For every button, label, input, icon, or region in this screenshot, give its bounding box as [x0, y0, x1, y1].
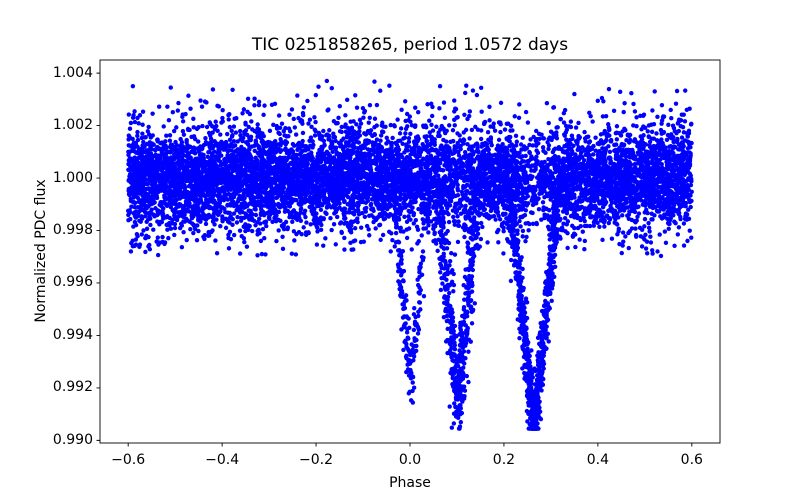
y-tick-label: 1.000 — [52, 169, 93, 186]
x-axis-label: Phase — [389, 475, 431, 491]
x-tick-label: 0.0 — [398, 452, 422, 468]
y-tick-label: 1.002 — [52, 117, 93, 134]
y-tick-label: 0.990 — [52, 431, 93, 448]
y-tick-label: 0.992 — [52, 379, 93, 396]
x-tick-label: −0.2 — [299, 452, 334, 468]
y-axis-label: Normalized PDC flux — [33, 179, 49, 323]
x-tick-label: 0.6 — [680, 452, 703, 468]
x-tick-label: 0.4 — [586, 452, 610, 468]
chart-title: TIC 0251858265, period 1.0572 days — [251, 35, 569, 55]
x-tick-label: −0.4 — [205, 452, 240, 468]
y-tick-label: 0.996 — [52, 274, 93, 291]
y-tick-label: 0.998 — [52, 222, 93, 238]
y-tick-label: 0.994 — [52, 326, 93, 343]
x-tick-label: −0.6 — [111, 452, 146, 468]
x-tick-label: 0.2 — [492, 452, 516, 468]
y-tick-label: 1.004 — [52, 64, 93, 81]
